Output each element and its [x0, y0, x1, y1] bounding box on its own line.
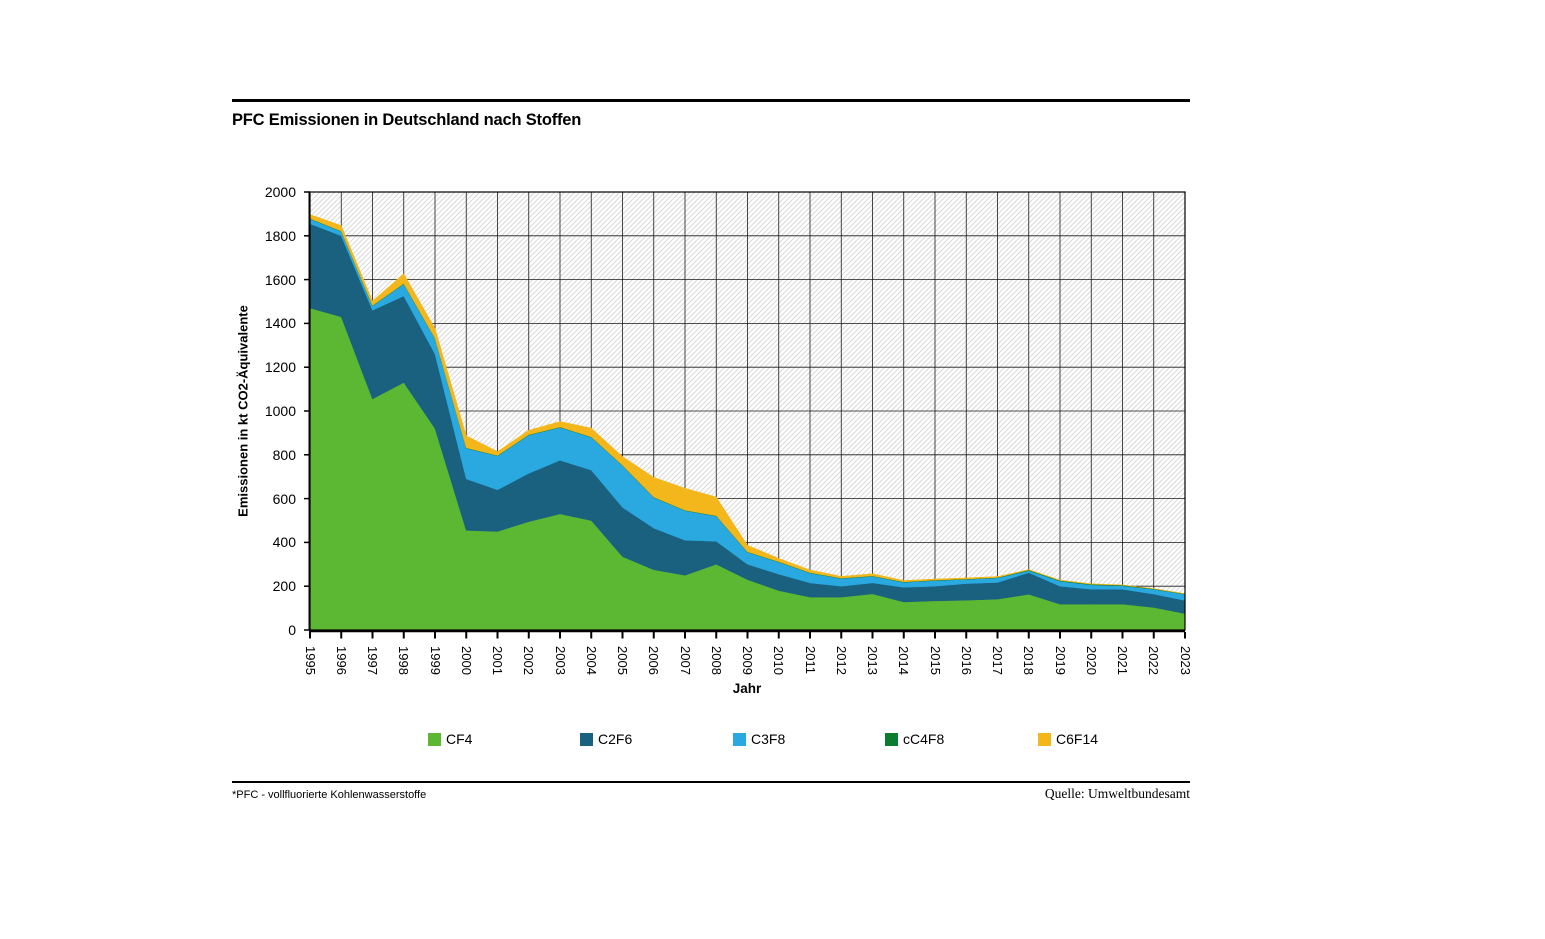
x-tick-label-1999: 1999: [427, 646, 443, 675]
x-tick-label-1995: 1995: [302, 646, 318, 675]
x-tick-label-2002: 2002: [521, 646, 537, 675]
y-tick-label: 0: [288, 622, 296, 638]
footnote: *PFC - vollfluorierte Kohlenwasserstoffe: [232, 789, 427, 801]
legend-swatch-CF4: [428, 732, 441, 746]
x-tick-label-2017: 2017: [990, 646, 1005, 675]
y-axis-title: Emissionen in kt CO2-Äquivalente: [235, 305, 251, 517]
x-tick-label-2014: 2014: [896, 646, 912, 675]
x-tick-label-2019: 2019: [1052, 646, 1068, 675]
y-tick-label: 1200: [264, 359, 296, 376]
legend-item-CF4: CF4: [428, 731, 472, 747]
legend-item-cC4F8: cC4F8: [885, 731, 944, 747]
legend-item-C3F8: C3F8: [733, 731, 785, 747]
x-tick-label-2021: 2021: [1115, 646, 1130, 675]
page-title: PFC Emissionen in Deutschland nach Stoff…: [232, 111, 582, 129]
legend-item-C6F14: C6F14: [1038, 731, 1098, 747]
legend-label: C2F6: [598, 731, 633, 747]
y-tick-label: 600: [272, 490, 296, 507]
x-tick-label-2003: 2003: [552, 646, 568, 675]
bottom-rule: [232, 781, 1190, 783]
x-tick-label-2023: 2023: [1177, 646, 1193, 675]
x-axis-title: Jahr: [732, 681, 762, 696]
y-tick-label: 2000: [264, 184, 296, 200]
legend-swatch-cC4F8: [885, 732, 898, 746]
legend-swatch-C2F6: [580, 732, 593, 746]
x-tick-label-2016: 2016: [958, 646, 974, 675]
legend-swatch-C3F8: [733, 732, 746, 746]
legend-label: C3F8: [751, 731, 786, 747]
x-tick-label-1996: 1996: [333, 646, 349, 675]
legend-label: cC4F8: [903, 731, 945, 747]
legend-item-C2F6: C2F6: [580, 731, 632, 747]
x-tick-label-2000: 2000: [458, 646, 474, 675]
y-tick-label: 1400: [264, 315, 296, 332]
y-tick-label: 1600: [264, 271, 296, 288]
x-tick-label-2015: 2015: [927, 646, 943, 675]
source-credit: Quelle: Umweltbundesamt: [1044, 786, 1190, 801]
x-tick-label-2012: 2012: [833, 646, 849, 675]
x-tick-label-2020: 2020: [1083, 646, 1099, 675]
x-tick-label-2013: 2013: [865, 646, 880, 675]
x-tick-label-1998: 1998: [396, 646, 412, 675]
x-tick-label-2009: 2009: [740, 646, 755, 675]
y-tick-label: 1000: [264, 403, 296, 419]
x-tick-label-2018: 2018: [1021, 646, 1037, 675]
top-rule: [232, 99, 1190, 102]
x-tick-label-2005: 2005: [615, 646, 630, 675]
legend-label: C6F14: [1056, 731, 1099, 747]
y-tick-label: 400: [272, 534, 296, 551]
stacked-area-plot: [304, 191, 1186, 639]
legend-swatch-C6F14: [1038, 732, 1051, 746]
axis-ticks: [304, 191, 1186, 639]
x-tick-label-2008: 2008: [708, 646, 724, 675]
x-tick-label-2011: 2011: [802, 646, 818, 674]
x-tick-label-2006: 2006: [646, 646, 662, 675]
x-tick-label-2001: 2001: [490, 646, 505, 675]
legend-label: CF4: [446, 731, 473, 747]
x-tick-label-2007: 2007: [677, 646, 693, 675]
x-tick-label-2010: 2010: [771, 646, 787, 675]
y-tick-label: 200: [272, 578, 296, 595]
x-tick-label-1997: 1997: [365, 646, 380, 675]
x-tick-label-2022: 2022: [1146, 646, 1162, 675]
y-tick-label: 1800: [264, 227, 296, 244]
y-tick-label: 800: [272, 446, 296, 463]
x-tick-label-2004: 2004: [583, 646, 599, 675]
